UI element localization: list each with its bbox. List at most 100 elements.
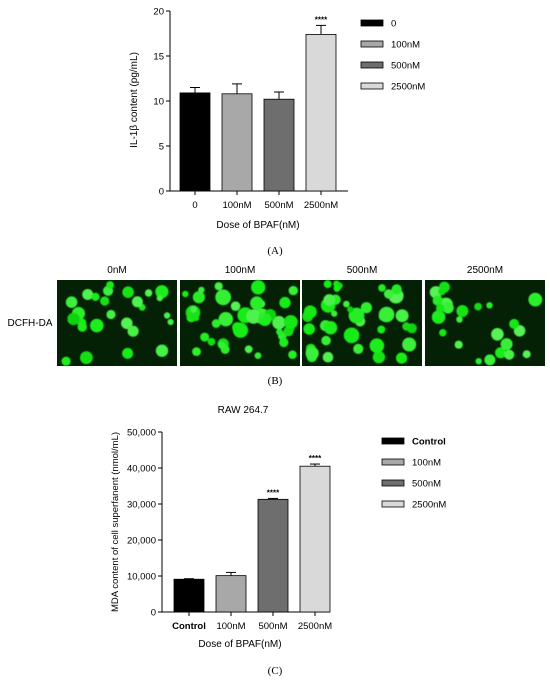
fluorescent-cell [323, 280, 332, 289]
fluorescent-cell [214, 282, 223, 291]
fluorescent-cell [383, 289, 394, 299]
fluorescent-cell [122, 286, 134, 299]
fluorescent-cell [91, 292, 100, 301]
fluorescent-cell [504, 349, 515, 360]
fluorescent-cell [156, 295, 163, 302]
fluorescent-cell [323, 294, 336, 306]
fluorescent-cell [82, 289, 94, 300]
legend-swatch [381, 500, 405, 508]
fluorescent-cell [246, 309, 261, 324]
fluorescent-cell [155, 285, 169, 299]
chart-c-y-axis-label: MDA content of cell superfanent (nmol/mL… [110, 432, 121, 612]
fluorescent-cell [442, 302, 454, 314]
fluorescent-cell [436, 304, 445, 313]
significance-marker: **** [267, 488, 280, 497]
legend-label: 100nM [412, 458, 441, 469]
fluorescent-cell [402, 322, 411, 331]
legend-label: 0 [391, 19, 396, 30]
y-tick-label: 50,000 [127, 428, 156, 439]
fluorescent-cell [333, 284, 341, 292]
chart-c-x-axis-label: Dose of BPAF(nM) [198, 639, 281, 650]
fluorescent-cell [303, 323, 316, 335]
fluorescent-cell [279, 337, 289, 348]
fluorescent-cell [474, 302, 482, 311]
legend-label: 2500nM [412, 500, 446, 511]
fluorescent-cell [106, 309, 116, 320]
fluorescent-cell [438, 281, 450, 293]
fluorescent-cell [321, 335, 331, 346]
fluorescent-cell [396, 352, 408, 364]
image-column-label-2: 500nM [347, 265, 378, 276]
image-column-label-0: 0nM [107, 265, 126, 276]
fluorescent-cell [122, 347, 134, 359]
fluorescent-cell [528, 292, 543, 307]
fluorescent-cell [322, 351, 334, 363]
legend-swatch [381, 458, 405, 466]
fluorescent-cell [395, 309, 409, 323]
fluorescent-cell [232, 322, 243, 333]
fluorescent-cell [127, 325, 139, 337]
bar-1 [215, 575, 247, 613]
fluorescent-cell [283, 315, 298, 330]
fluorescent-cell [155, 344, 169, 357]
bar-2 [257, 498, 289, 613]
y-tick-label: 20,000 [127, 536, 156, 547]
fluorescent-cell [456, 305, 469, 317]
fluorescent-cell [402, 337, 417, 352]
fluorescent-cell [192, 347, 201, 356]
y-tick-label: 15 [153, 52, 164, 63]
fluorescent-cell [258, 312, 265, 319]
legend-label: 500nM [391, 61, 420, 72]
fluorescent-cell [353, 343, 364, 354]
x-tick-label: Control [172, 621, 206, 632]
fluorescent-cell [305, 346, 319, 360]
y-tick-label: 30,000 [127, 500, 156, 511]
fluorescent-cell [80, 351, 93, 365]
legend-swatch [360, 40, 384, 48]
legend-swatch [381, 479, 405, 487]
fluorescent-cell [288, 285, 298, 296]
fluorescent-cell [522, 350, 531, 359]
legend-label: Control [412, 437, 446, 448]
significance-marker: **** [315, 15, 328, 24]
fluorescent-cell [431, 310, 446, 324]
chart-c: RAW 264.7 MDA content of cell superfanen… [110, 405, 446, 677]
legend-label: 2500nM [391, 82, 425, 93]
fluorescent-cell [190, 306, 197, 313]
legend-swatch [360, 61, 384, 69]
fluorescent-cell [343, 300, 350, 308]
legend-swatch [360, 19, 384, 27]
bar-1 [221, 93, 253, 192]
fluorescent-cell [486, 302, 493, 309]
bar-0 [173, 578, 205, 613]
fluorescent-cell [67, 312, 80, 326]
chart-a-x-axis-label: Dose of BPAF(nM) [216, 220, 299, 231]
fluorescent-cell [121, 317, 133, 330]
legend-label: 100nM [391, 40, 420, 51]
bar-3 [299, 465, 331, 613]
fluorescent-cell [218, 312, 233, 327]
x-tick-label: 500nM [264, 200, 293, 211]
fluorescent-cell [215, 289, 232, 306]
fluorescent-cell [182, 290, 189, 298]
bar-0 [179, 92, 211, 192]
fluorescent-cell [372, 350, 386, 364]
fluorescent-cell [432, 295, 443, 306]
x-tick-label: 2500nM [298, 621, 332, 632]
bar-2 [263, 98, 295, 192]
fluorescent-cell [207, 337, 216, 346]
x-tick-label: 0 [192, 200, 197, 211]
fluorescent-cell [211, 319, 221, 328]
fluorescent-cell [495, 347, 507, 359]
fluorescent-cell [61, 356, 71, 366]
significance-marker: **** [309, 454, 322, 463]
fluorescent-cell [276, 328, 283, 336]
y-tick-label: 0 [159, 187, 164, 198]
y-tick-label: 40,000 [127, 464, 156, 475]
fluorescent-cell [347, 306, 354, 313]
fluorescent-cell [331, 310, 338, 317]
y-tick-label: 20 [153, 7, 164, 18]
image-panel-b: 0nM 100nM 500nM 2500nM DCFH-DA (B) [8, 265, 545, 387]
fluorescent-cell [198, 286, 205, 294]
